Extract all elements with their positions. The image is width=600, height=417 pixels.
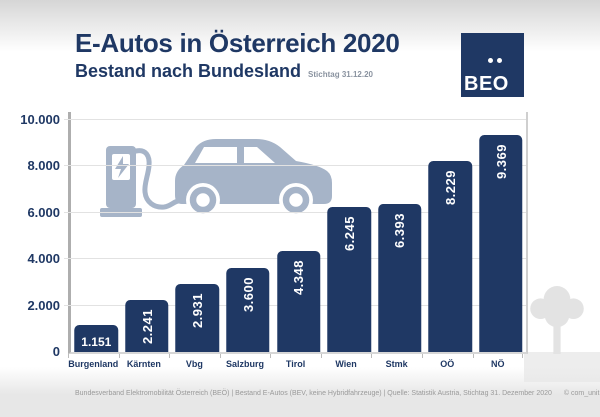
bar-slot: 2.931 bbox=[172, 112, 223, 352]
tree-icon bbox=[530, 286, 584, 354]
bar-Stmk: 6.393 bbox=[377, 203, 422, 352]
y-axis-tick-label: 6.000 bbox=[27, 204, 60, 220]
x-axis-label-Vbg: Vbg bbox=[169, 354, 220, 369]
bar-Tirol: 4.348 bbox=[276, 251, 321, 352]
car-rear-window bbox=[195, 147, 237, 163]
car-icon bbox=[175, 139, 332, 217]
bar-NÖ: 9.369 bbox=[479, 134, 523, 352]
y-axis-labels: 0 2.000 4.000 6.000 8.000 10.000 bbox=[0, 112, 60, 359]
bar-slot: 8.229 bbox=[425, 112, 476, 352]
bar-Vbg: 2.931 bbox=[175, 284, 220, 352]
x-axis-label-NÖ: NÖ bbox=[472, 354, 524, 369]
footer: Bundesverband Elektromobilität Österreic… bbox=[75, 390, 599, 397]
y-axis-tick-label: 2.000 bbox=[27, 297, 60, 313]
bar-Salzburg: 3.600 bbox=[226, 268, 270, 352]
x-axis-label-Burgenland: Burgenland bbox=[68, 354, 119, 369]
bar-value-label: 6.245 bbox=[341, 216, 357, 252]
car-front-window bbox=[244, 147, 275, 163]
bar-slot: 6.245 bbox=[324, 112, 375, 352]
x-axis-labels: Burgenland Kärnten Vbg Salzburg Tirol Wien Stm… bbox=[68, 354, 523, 369]
bar-Kärnten: 2.241 bbox=[125, 300, 169, 352]
bar-Burgenland: 1.151 bbox=[74, 325, 119, 352]
car-front-wheel bbox=[282, 186, 310, 214]
bar-slot: 4.348 bbox=[273, 112, 324, 352]
x-axis-label-Stmk: Stmk bbox=[371, 354, 422, 369]
logo-umlaut-dot bbox=[497, 58, 502, 63]
page-subtitle: Bestand nach Bundesland bbox=[75, 61, 302, 81]
x-axis-label-Kärnten: Kärnten bbox=[118, 354, 170, 369]
subtitle-row: Bestand nach Bundesland Stichtag 31.12.2… bbox=[75, 61, 373, 82]
bar-value-label: 1.151 bbox=[81, 335, 112, 349]
beo-logo: BEO bbox=[461, 33, 524, 97]
x-axis-label-Salzburg: Salzburg bbox=[219, 354, 271, 369]
x-axis-label-Wien: Wien bbox=[320, 354, 372, 369]
y-axis-tick-label: 4.000 bbox=[27, 251, 60, 267]
y-axis-tick-label: 0 bbox=[52, 344, 60, 359]
logo-text: BEO bbox=[464, 73, 509, 95]
bar-slot: 6.393 bbox=[374, 112, 425, 352]
logo-umlaut-dot bbox=[488, 58, 493, 63]
charging-cable bbox=[133, 148, 193, 210]
bar-slot: 9.369 bbox=[476, 112, 527, 352]
plot-area: 1.151 2.241 2.931 3.600 4.348 6.245 6.393 8.229… bbox=[64, 112, 528, 354]
x-axis-label-Tirol: Tirol bbox=[270, 354, 321, 369]
y-axis-tick-label: 10.000 bbox=[20, 112, 60, 127]
gridline bbox=[64, 211, 526, 213]
bar-value-label: 9.369 bbox=[493, 143, 509, 179]
bar-value-label: 3.600 bbox=[240, 277, 256, 313]
footer-credit-text: © com_unit bbox=[563, 390, 600, 397]
x-axis-label-OÖ: OÖ bbox=[421, 354, 473, 369]
lightning-bolt-icon bbox=[115, 156, 129, 178]
bar-Wien: 6.245 bbox=[327, 207, 371, 352]
footer-source-text: Bundesverband Elektromobilität Österreic… bbox=[75, 390, 552, 397]
background-bottom-gradient bbox=[0, 367, 600, 417]
car-rear-wheel bbox=[189, 186, 217, 214]
charging-station-icon bbox=[100, 146, 193, 217]
bar-value-label: 8.229 bbox=[442, 170, 458, 206]
gridline bbox=[64, 165, 526, 167]
page-title: E-Autos in Österreich 2020 bbox=[75, 28, 400, 58]
bar-value-label: 2.931 bbox=[189, 293, 205, 329]
bar-value-label: 4.348 bbox=[291, 260, 307, 296]
bar-slot: 2.241 bbox=[122, 112, 173, 352]
bar-value-label: 2.241 bbox=[139, 309, 155, 345]
ev-charging-decoration bbox=[100, 139, 332, 217]
bar-slot: 3.600 bbox=[223, 112, 274, 352]
date-note: Stichtag 31.12.20 bbox=[308, 70, 373, 79]
bar-value-label: 6.393 bbox=[392, 212, 408, 248]
bar-OÖ: 8.229 bbox=[428, 161, 472, 352]
bar-slot: 1.151 bbox=[71, 112, 122, 352]
y-axis-tick-label: 8.000 bbox=[27, 158, 60, 174]
bars-row: 1.151 2.241 2.931 3.600 4.348 6.245 6.393 8.229… bbox=[71, 112, 526, 352]
gridline bbox=[64, 119, 526, 120]
